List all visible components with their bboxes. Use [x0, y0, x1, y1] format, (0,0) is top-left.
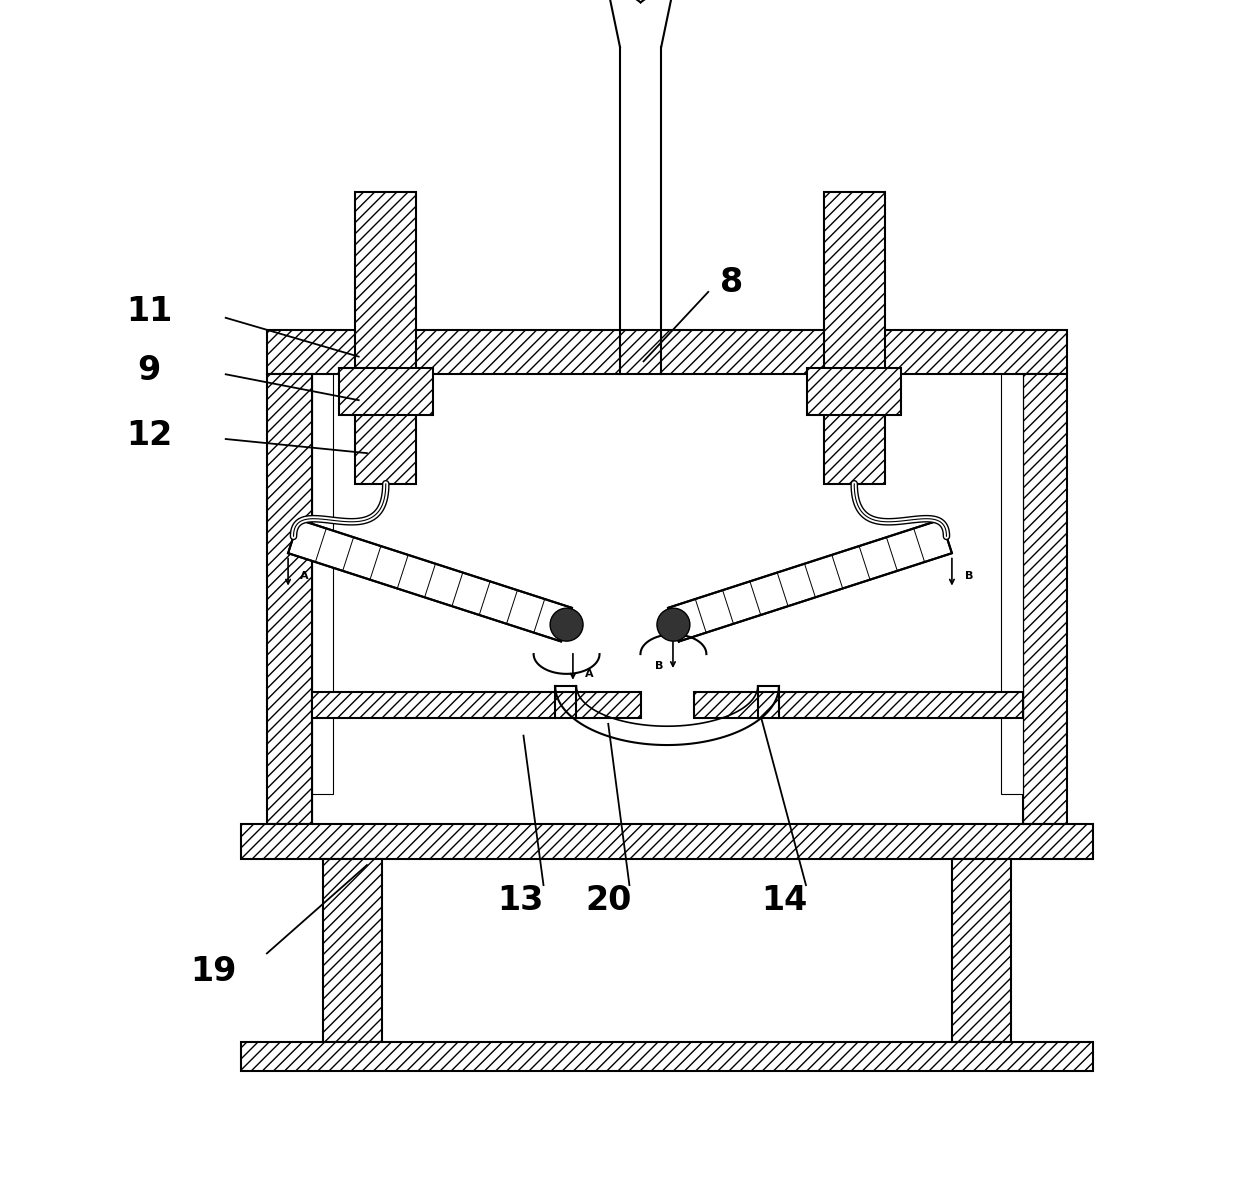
Bar	[952, 859, 1011, 1042]
Text: 11: 11	[126, 295, 172, 328]
Text: A: A	[585, 669, 593, 679]
Polygon shape	[668, 519, 952, 641]
Text: 12: 12	[126, 419, 172, 452]
Circle shape	[657, 609, 689, 641]
Bar	[1023, 374, 1068, 824]
Text: 14: 14	[761, 884, 808, 917]
Text: B: B	[965, 571, 973, 581]
Text: 8: 8	[720, 266, 744, 299]
Bar	[267, 374, 311, 824]
Text: 13: 13	[497, 884, 543, 917]
Bar	[332, 824, 1002, 859]
Bar	[355, 413, 417, 484]
Circle shape	[551, 609, 583, 641]
Bar	[823, 192, 885, 374]
Polygon shape	[288, 519, 572, 641]
Text: A: A	[300, 571, 309, 581]
Bar	[823, 413, 885, 484]
Bar	[693, 692, 1023, 718]
Bar	[807, 368, 901, 415]
Text: 19: 19	[191, 955, 237, 988]
Bar	[311, 374, 332, 794]
Text: B: B	[655, 660, 663, 671]
Bar	[241, 1042, 1094, 1071]
Bar	[355, 192, 417, 374]
Bar	[1002, 374, 1023, 794]
Text: 20: 20	[585, 884, 631, 917]
Bar	[241, 824, 1094, 859]
Bar	[311, 692, 641, 718]
Bar	[324, 859, 382, 1042]
Bar	[339, 368, 433, 415]
Bar	[267, 330, 1068, 374]
Text: 9: 9	[138, 354, 161, 387]
